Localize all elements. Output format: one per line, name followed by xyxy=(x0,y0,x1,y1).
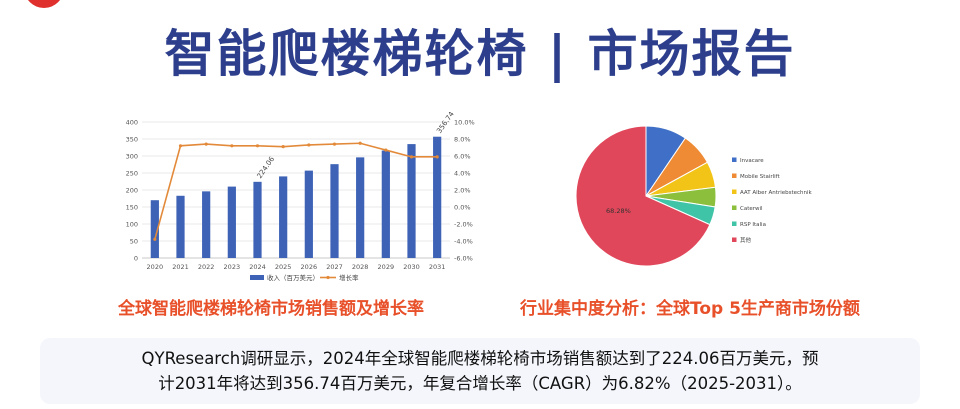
y-right-tick-label: 10.0% xyxy=(454,119,475,127)
pie-legend-label: Caterwil xyxy=(740,206,763,212)
revenue-bar xyxy=(381,150,390,258)
pie-legend-swatch xyxy=(732,205,737,210)
pie-legend-label: Mobile Stairlift xyxy=(740,174,780,180)
x-tick-label: 2023 xyxy=(224,263,241,271)
x-tick-label: 2024 xyxy=(249,263,266,271)
pie-slice xyxy=(575,125,711,267)
revenue-growth-chart: 0 50 100 150 200 250 300 350 400 -6.0% -4.0% -2.0% 0… xyxy=(126,112,475,282)
growth-rate-point xyxy=(435,155,439,159)
pie-legend-swatch xyxy=(732,221,737,226)
y-right-tick-label: 4.0% xyxy=(454,170,471,178)
y-right-tick-label: 2.0% xyxy=(454,187,471,195)
x-tick-label: 2026 xyxy=(301,263,318,271)
pie-chart-caption: 行业集中度分析：全球Top 5生产商市场份额 xyxy=(520,299,860,319)
x-tick-label: 2020 xyxy=(147,263,164,271)
revenue-bar xyxy=(253,181,262,258)
revenue-bar xyxy=(356,157,365,258)
growth-rate-point xyxy=(358,141,362,145)
x-tick-label: 2029 xyxy=(378,263,395,271)
y-right-tick-label: 6.0% xyxy=(454,153,471,161)
page-title: 智能爬楼梯轮椅 | 市场报告 xyxy=(164,25,796,83)
x-tick-label: 2030 xyxy=(403,263,420,271)
pie-legend-label: 其他 xyxy=(740,236,752,244)
y-right-tick-label: -2.0% xyxy=(454,221,473,229)
x-tick-label: 2031 xyxy=(429,263,446,271)
y-left-tick-label: 350 xyxy=(126,136,138,144)
revenue-bar xyxy=(304,170,313,258)
growth-rate-point xyxy=(409,155,414,159)
x-tick-label: 2027 xyxy=(326,263,343,271)
revenue-bar xyxy=(202,191,211,258)
y-right-tick-label: 0.0% xyxy=(454,204,471,212)
growth-rate-point xyxy=(307,143,311,147)
x-tick-label: 2028 xyxy=(352,263,369,271)
growth-rate-point xyxy=(230,144,234,148)
market-share-pie-chart: 68.28% Invacare Mobile Stairlift AAT Alber … xyxy=(575,125,813,267)
legend-label-growth: 增长率 xyxy=(339,273,359,282)
brand-logo-mark xyxy=(24,0,64,8)
pie-legend-label: AAT Alber Antriebstechnik xyxy=(740,190,813,196)
growth-rate-point xyxy=(332,142,337,146)
pie-legend-swatch xyxy=(732,189,737,194)
revenue-bar xyxy=(227,186,236,258)
y-right-tick-label: -4.0% xyxy=(454,238,473,246)
revenue-bar xyxy=(330,164,339,258)
growth-rate-point xyxy=(153,237,157,241)
y-right-tick-label: 8.0% xyxy=(454,136,471,144)
growth-rate-point xyxy=(178,144,183,148)
y-left-tick-label: 100 xyxy=(126,221,138,229)
growth-rate-point xyxy=(281,145,285,149)
y-left-tick-label: 400 xyxy=(126,119,138,127)
pie-legend-swatch xyxy=(732,173,737,178)
growth-rate-point xyxy=(255,144,260,148)
y-left-tick-label: 150 xyxy=(126,204,138,212)
summary-panel: QYResearch调研显示，2024年全球智能爬楼梯轮椅市场销售额达到了224… xyxy=(40,338,920,404)
growth-rate-line xyxy=(154,142,438,240)
y-left-tick-label: 200 xyxy=(126,187,138,195)
revenue-bar xyxy=(150,200,159,258)
legend-marker-growth xyxy=(326,275,330,280)
summary-line-2: 计2031年将达到356.74百万美元，年复合增长率（CAGR）为6.82%（2… xyxy=(158,374,802,393)
revenue-bar xyxy=(407,144,416,258)
summary-line-1: QYResearch调研显示，2024年全球智能爬楼梯轮椅市场销售额达到了224… xyxy=(141,349,819,368)
y-left-tick-label: 300 xyxy=(126,153,138,161)
revenue-bar xyxy=(433,136,442,258)
growth-rate-point xyxy=(384,148,388,152)
bar-chart-caption: 全球智能爬楼梯轮椅市场销售额及增长率 xyxy=(118,299,424,319)
revenue-bar xyxy=(279,176,288,258)
x-tick-label: 2021 xyxy=(172,263,189,271)
pie-legend-swatch xyxy=(732,157,737,162)
x-tick-label: 2022 xyxy=(198,263,215,271)
x-tick-label: 2025 xyxy=(275,263,292,271)
pie-legend-swatch xyxy=(732,237,737,242)
growth-rate-point xyxy=(204,142,208,146)
revenue-bar xyxy=(176,195,185,258)
y-left-tick-label: 0 xyxy=(134,255,138,263)
y-left-tick-label: 50 xyxy=(130,238,138,246)
pie-legend-label: Invacare xyxy=(740,158,764,164)
legend-swatch-revenue xyxy=(250,275,264,280)
bar-data-label: 224.06 xyxy=(256,155,277,180)
y-right-tick-label: -6.0% xyxy=(454,255,473,263)
legend-label-revenue: 收入（百万美元） xyxy=(267,273,319,282)
pie-legend-label: RSP Italia xyxy=(740,222,766,228)
pie-data-label: 68.28% xyxy=(606,207,631,215)
y-left-tick-label: 250 xyxy=(126,170,138,178)
